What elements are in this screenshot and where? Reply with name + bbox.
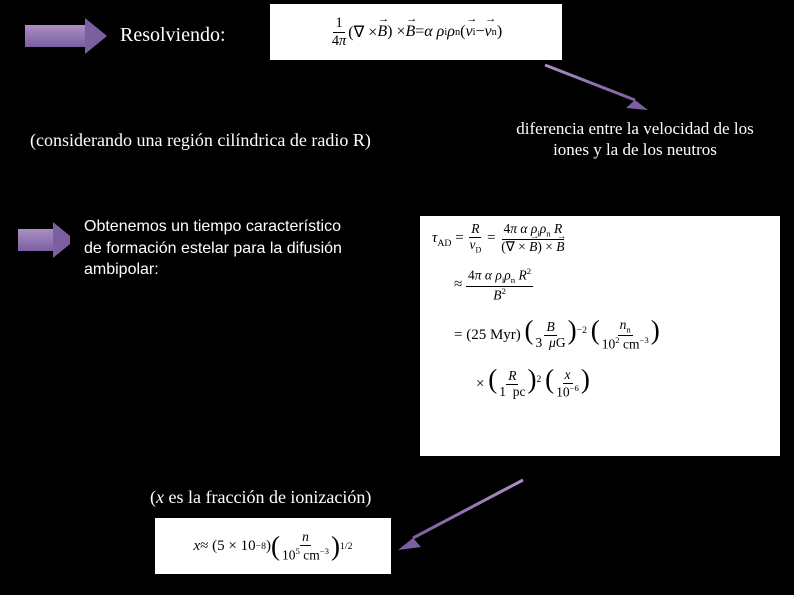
obtenemos-box: Obtenemos un tiempo característico de fo… xyxy=(70,208,395,289)
arrow-1-head xyxy=(85,18,107,54)
obtenemos-line2: de formación estelar para la difusión xyxy=(84,238,381,260)
obtenemos-line3: ambipolar: xyxy=(84,259,381,281)
label-ionizacion: (x es la fracción de ionización) xyxy=(150,487,371,508)
equation-3: x ≈ (5 × 10−8) (n105 cm−3)1/2 xyxy=(155,518,391,574)
label-diferencia: diferencia entre la velocidad de los ion… xyxy=(500,118,770,161)
eq2-line4: × (R1 pc)2 (x10−6) xyxy=(476,365,590,401)
equation-2: τAD = RvD = 4π α ρiρn R(∇ × B) × B ≈ 4π … xyxy=(420,216,780,456)
ionizacion-rest: es la fracción de ionización) xyxy=(164,487,371,507)
equation-1: 14π (∇ × B) × B = α ρiρn (vi − vn) xyxy=(270,4,562,60)
label-considerando: (considerando una región cilíndrica de r… xyxy=(30,130,371,151)
arrow-2 xyxy=(540,60,660,115)
eq2-line2: ≈ 4π α ρiρn R2B2 xyxy=(454,267,533,303)
eq2-line1: τAD = RvD = 4π α ρiρn R(∇ × B) × B xyxy=(432,222,567,255)
arrow-4 xyxy=(393,475,533,555)
ionizacion-x: x xyxy=(156,487,164,507)
obtenemos-line1: Obtenemos un tiempo característico xyxy=(84,216,381,238)
arrow-3-body xyxy=(18,229,53,251)
eq2-line3: = (25 Myr) (B3 μG)−2 (nn102 cm−3) xyxy=(454,316,660,353)
label-resolviendo: Resolviendo: xyxy=(120,24,226,47)
arrow-1-body xyxy=(25,25,85,47)
